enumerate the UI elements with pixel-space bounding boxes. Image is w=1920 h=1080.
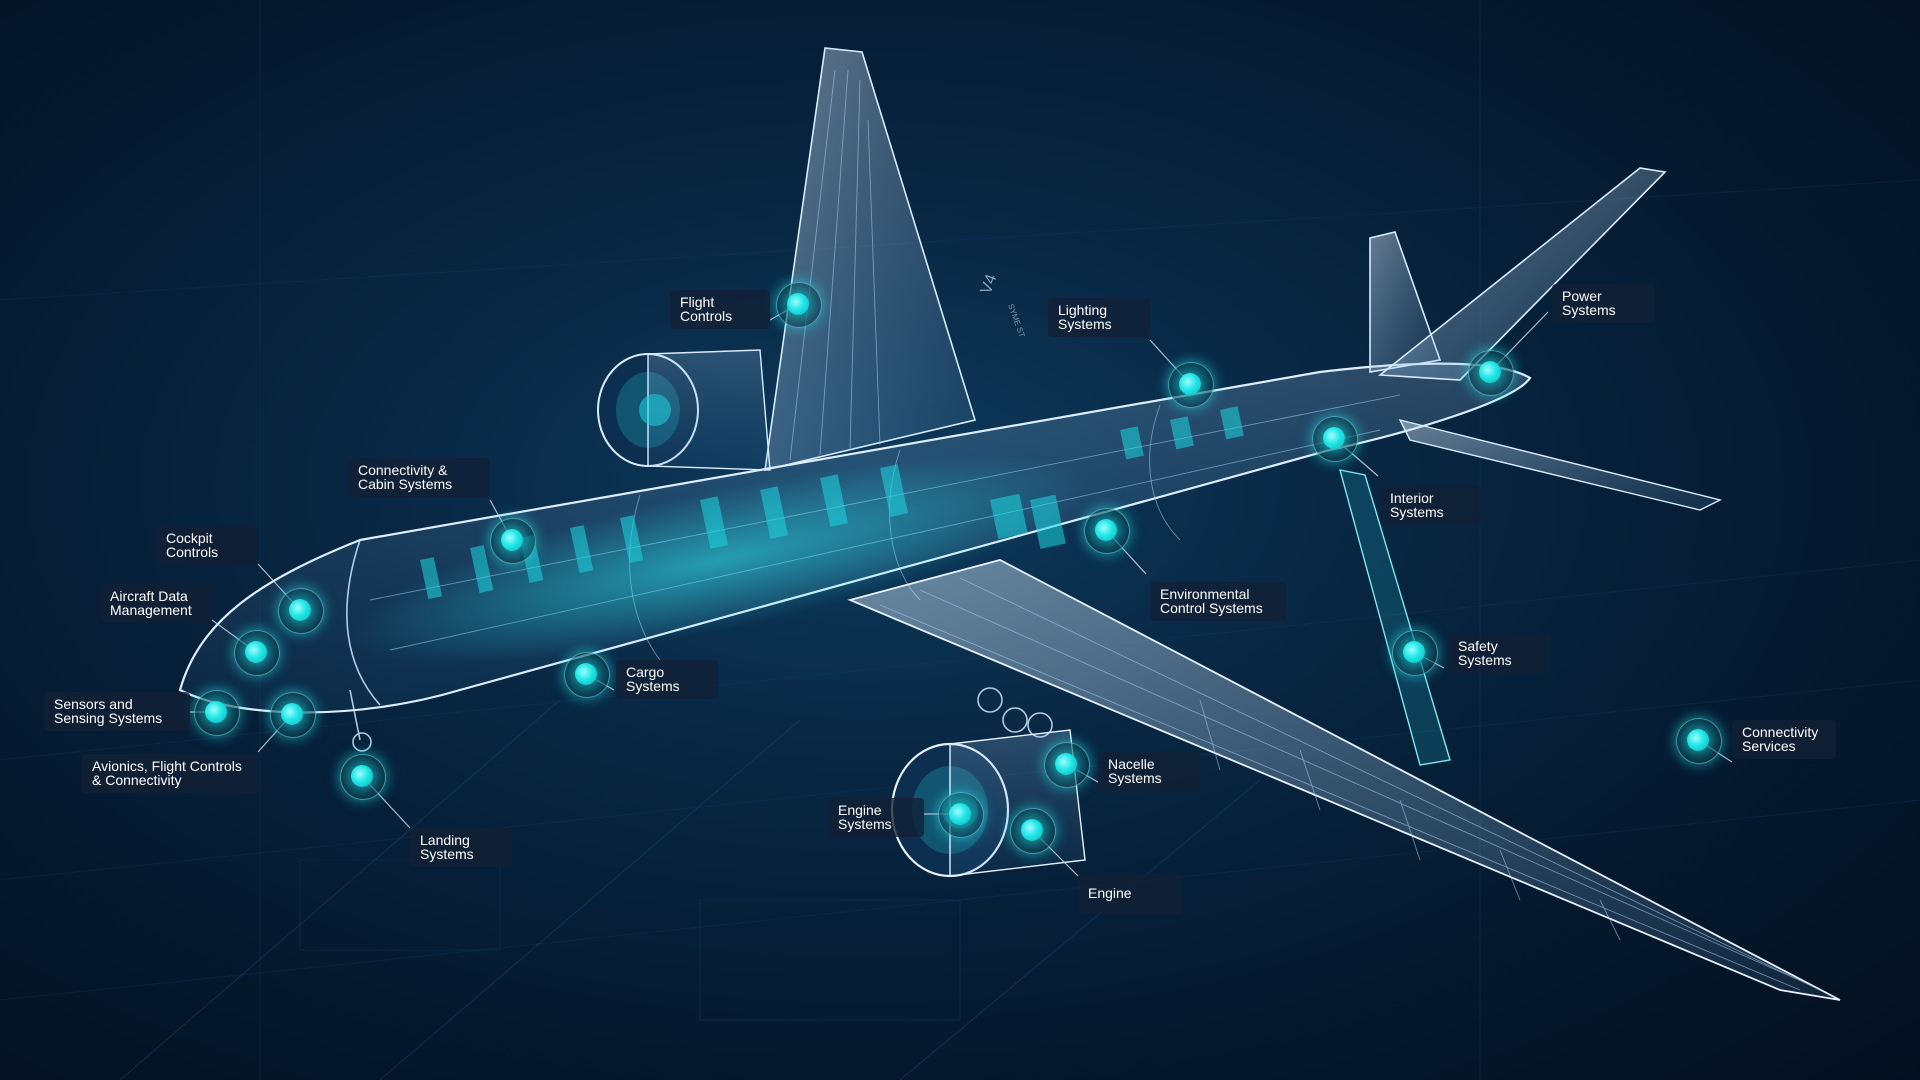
flight-controls-hotspot-ring[interactable] bbox=[776, 282, 822, 328]
lighting-systems-label[interactable]: Lighting Systems bbox=[1048, 298, 1150, 337]
interior-systems-label[interactable]: Interior Systems bbox=[1380, 486, 1482, 525]
tail-code-upper: V4 bbox=[978, 272, 1001, 296]
safety-systems-hotspot-ring[interactable] bbox=[1392, 630, 1438, 676]
safety-systems-label[interactable]: Safety Systems bbox=[1448, 634, 1550, 673]
environmental-control-systems-hotspot-ring[interactable] bbox=[1084, 508, 1130, 554]
evacuation-slide bbox=[1339, 469, 1451, 766]
aircraft-data-management-label[interactable]: Aircraft Data Management bbox=[100, 584, 212, 623]
connectivity-services-hotspot-ring[interactable] bbox=[1676, 718, 1722, 764]
cargo-systems-label[interactable]: Cargo Systems bbox=[616, 660, 718, 699]
aircraft-data-management-hotspot-ring[interactable] bbox=[234, 630, 280, 676]
connectivity-cabin-systems-label[interactable]: Connectivity & Cabin Systems bbox=[348, 458, 490, 497]
connectivity-services-label[interactable]: Connectivity Services bbox=[1732, 720, 1836, 759]
engine-systems-hotspot-ring[interactable] bbox=[938, 792, 984, 838]
landing-systems-label[interactable]: Landing Systems bbox=[410, 828, 512, 867]
avionics-flight-controls-connectivity-hotspot-ring[interactable] bbox=[270, 692, 316, 738]
engine-systems-label[interactable]: Engine Systems bbox=[828, 798, 924, 837]
nacelle-systems-hotspot-ring[interactable] bbox=[1044, 742, 1090, 788]
tail-code-small: SYME ST bbox=[1006, 303, 1027, 339]
engine-hotspot-ring[interactable] bbox=[1010, 808, 1056, 854]
landing-systems-hotspot-ring[interactable] bbox=[340, 754, 386, 800]
power-systems-hotspot-ring[interactable] bbox=[1468, 350, 1514, 396]
nacelle-systems-label[interactable]: Nacelle Systems bbox=[1098, 752, 1200, 791]
environmental-control-systems-label[interactable]: Environmental Control Systems bbox=[1150, 582, 1286, 621]
power-systems-label[interactable]: Power Systems bbox=[1552, 284, 1654, 323]
lighting-systems-hotspot-ring[interactable] bbox=[1168, 362, 1214, 408]
horizontal-stabilizer-upper bbox=[1377, 167, 1667, 381]
interior-systems-hotspot-ring[interactable] bbox=[1312, 416, 1358, 462]
aircraft-wireframe: V4 SYME ST bbox=[178, 47, 1841, 1001]
cargo-systems-hotspot-ring[interactable] bbox=[564, 652, 610, 698]
cockpit-controls-hotspot-ring[interactable] bbox=[278, 588, 324, 634]
connectivity-cabin-systems-hotspot-ring[interactable] bbox=[490, 518, 536, 564]
sensors-sensing-systems-hotspot-ring[interactable] bbox=[194, 690, 240, 736]
main-landing-gear bbox=[977, 687, 1053, 738]
nose-landing-gear bbox=[349, 689, 372, 752]
right-wing bbox=[847, 559, 1841, 1001]
avionics-flight-controls-connectivity-label[interactable]: Avionics, Flight Controls & Connectivity bbox=[82, 754, 260, 793]
left-engine bbox=[597, 349, 771, 471]
left-wing bbox=[764, 47, 977, 472]
flight-controls-label[interactable]: Flight Controls bbox=[670, 290, 770, 329]
horizontal-stabilizer-lower bbox=[1398, 418, 1723, 511]
engine-label[interactable]: Engine bbox=[1078, 874, 1182, 914]
cockpit-controls-label[interactable]: Cockpit Controls bbox=[156, 526, 258, 565]
sensors-sensing-systems-label[interactable]: Sensors and Sensing Systems bbox=[44, 692, 190, 731]
